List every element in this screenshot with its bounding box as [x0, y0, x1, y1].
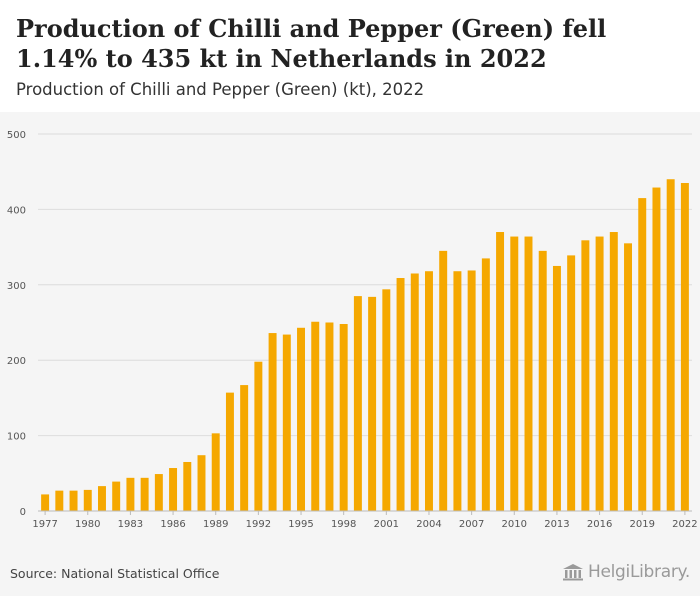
x-tick-label: 1980 [75, 519, 100, 530]
bar-1994 [282, 334, 291, 511]
x-tick-label: 2013 [544, 519, 569, 530]
bar-chart: 0 100 200 300 400 500 1977 1980 1983 1986 1989 1992… [7, 130, 698, 530]
bar-2003 [410, 273, 419, 511]
bar-2010 [510, 236, 519, 511]
bar-2002 [396, 278, 405, 511]
logo-text: HelgiLibrary. [587, 562, 690, 582]
bar-1983 [126, 477, 135, 511]
bar-2000 [368, 296, 377, 511]
x-tick-label: 2019 [630, 519, 655, 530]
footer: Source: National Statistical Office Helg… [0, 558, 700, 596]
bar-2004 [424, 271, 433, 511]
bar-1990 [225, 392, 234, 511]
x-tick-label: 1983 [118, 519, 143, 530]
bar-2018 [624, 243, 633, 511]
x-tick-label: 2001 [374, 519, 399, 530]
x-tick-label: 2016 [587, 519, 612, 530]
bar-1993 [268, 333, 277, 511]
bar-2013 [552, 265, 561, 511]
bar-1995 [297, 327, 306, 511]
y-tick-label: 500 [7, 130, 26, 141]
bar-2009 [496, 232, 505, 511]
x-tick-label: 1995 [288, 519, 313, 530]
bar-2016 [595, 236, 604, 511]
x-tick-label: 1986 [160, 519, 185, 530]
y-tick-label: 200 [7, 356, 26, 367]
page-title: Production of Chilli and Pepper (Green) … [16, 14, 607, 73]
bar-2017 [609, 232, 618, 511]
x-tick-label: 1992 [246, 519, 271, 530]
x-tick-label: 1977 [32, 519, 57, 530]
y-tick-label: 100 [7, 432, 26, 443]
bar-1998 [339, 324, 348, 511]
chart-subtitle: Production of Chilli and Pepper (Green) … [16, 80, 425, 99]
bar-1977 [41, 494, 50, 511]
bar-2020 [652, 187, 661, 511]
library-building-icon [562, 564, 583, 581]
bar-2021 [666, 179, 675, 511]
x-tick-label: 2022 [672, 519, 697, 530]
bar-2015 [581, 240, 590, 511]
bar-2012 [538, 250, 547, 511]
bar-2011 [524, 236, 533, 511]
bar-1989 [211, 433, 220, 511]
bar-1997 [325, 322, 334, 511]
y-tick-label: 300 [7, 281, 26, 292]
bar-1978 [55, 490, 64, 511]
x-tick-label: 2010 [502, 519, 527, 530]
bar-2022 [680, 183, 689, 511]
header: Production of Chilli and Pepper (Green) … [0, 0, 700, 112]
bar-1996 [311, 321, 320, 511]
x-tick-label: 1989 [203, 519, 228, 530]
bar-1992 [254, 361, 263, 511]
bar-2001 [382, 289, 391, 511]
x-tick-label: 1998 [331, 519, 356, 530]
bar-1991 [240, 385, 249, 511]
bar-2019 [638, 198, 647, 511]
x-tick-label: 2007 [459, 519, 484, 530]
helgi-library-logo: HelgiLibrary. [562, 562, 690, 582]
source-note: Source: National Statistical Office [10, 566, 220, 581]
bar-1999 [353, 296, 362, 511]
bar-2014 [567, 255, 576, 511]
bar-1982 [112, 481, 121, 511]
bar-1979 [69, 490, 78, 511]
bar-1984 [140, 477, 149, 511]
bar-2007 [467, 270, 476, 511]
bar-1986 [169, 468, 178, 511]
bar-2006 [453, 271, 462, 511]
y-tick-label: 400 [7, 205, 26, 216]
bar-2008 [481, 258, 490, 511]
y-tick-label: 0 [20, 507, 26, 518]
bar-1981 [97, 486, 106, 511]
bar-1987 [183, 461, 192, 511]
bar-2005 [439, 250, 448, 511]
bar-1985 [154, 474, 163, 511]
bar-1988 [197, 455, 206, 511]
bar-1980 [83, 489, 92, 511]
x-tick-label: 2004 [416, 519, 441, 530]
